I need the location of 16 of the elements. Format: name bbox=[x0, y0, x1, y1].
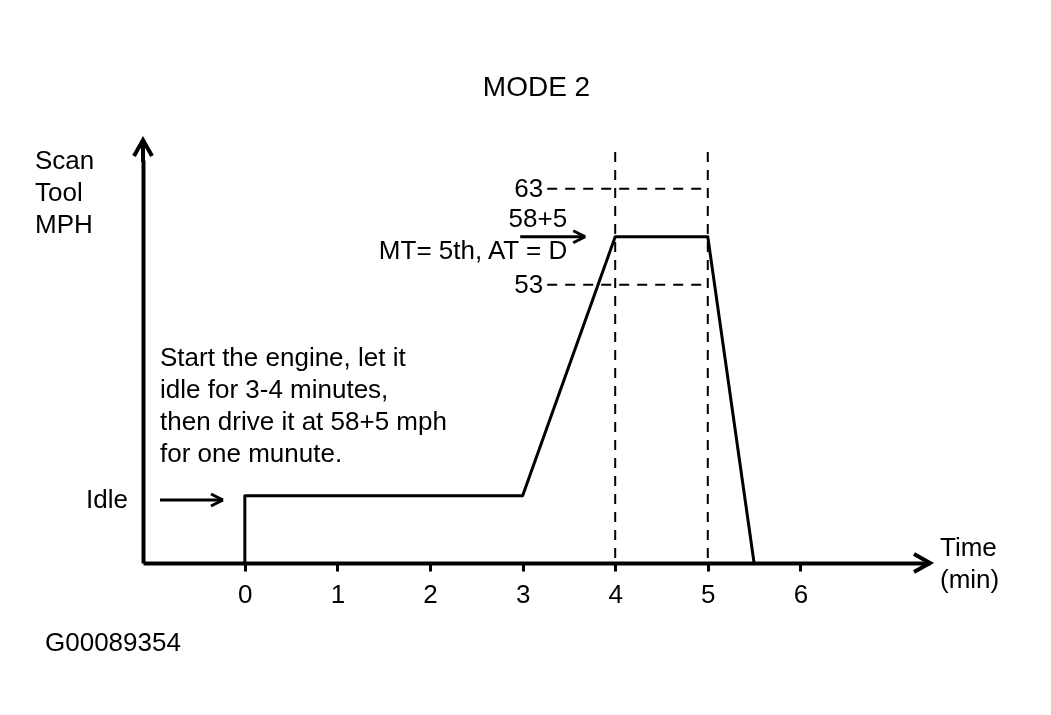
text: G00089354 bbox=[45, 627, 181, 657]
y-axis-title: Scan Tool MPH bbox=[35, 145, 95, 239]
x-tick-label: 0 bbox=[238, 578, 253, 609]
chart-title: MODE 2 bbox=[482, 71, 591, 102]
x-tick-label: 1 bbox=[330, 578, 346, 609]
x-tick-label: 6 bbox=[793, 578, 809, 609]
x-tick-label: 5 bbox=[701, 578, 716, 609]
x-axis-title: Time (min) bbox=[940, 532, 1000, 594]
text: Idle bbox=[86, 484, 128, 514]
x-tick-label: 3 bbox=[515, 578, 531, 609]
x-tick-label: 4 bbox=[608, 578, 623, 609]
x-tick-label: 2 bbox=[423, 578, 438, 609]
ref-line-label: 53 bbox=[514, 268, 544, 299]
annotation: Start the engine, let it idle for 3-4 minutes, then drive it at 58+5 mph for one munute. bbox=[160, 342, 447, 468]
annotation: 58+5 MT= 5th, AT = D bbox=[378, 202, 568, 265]
ref-line-label: 63 bbox=[514, 172, 544, 203]
